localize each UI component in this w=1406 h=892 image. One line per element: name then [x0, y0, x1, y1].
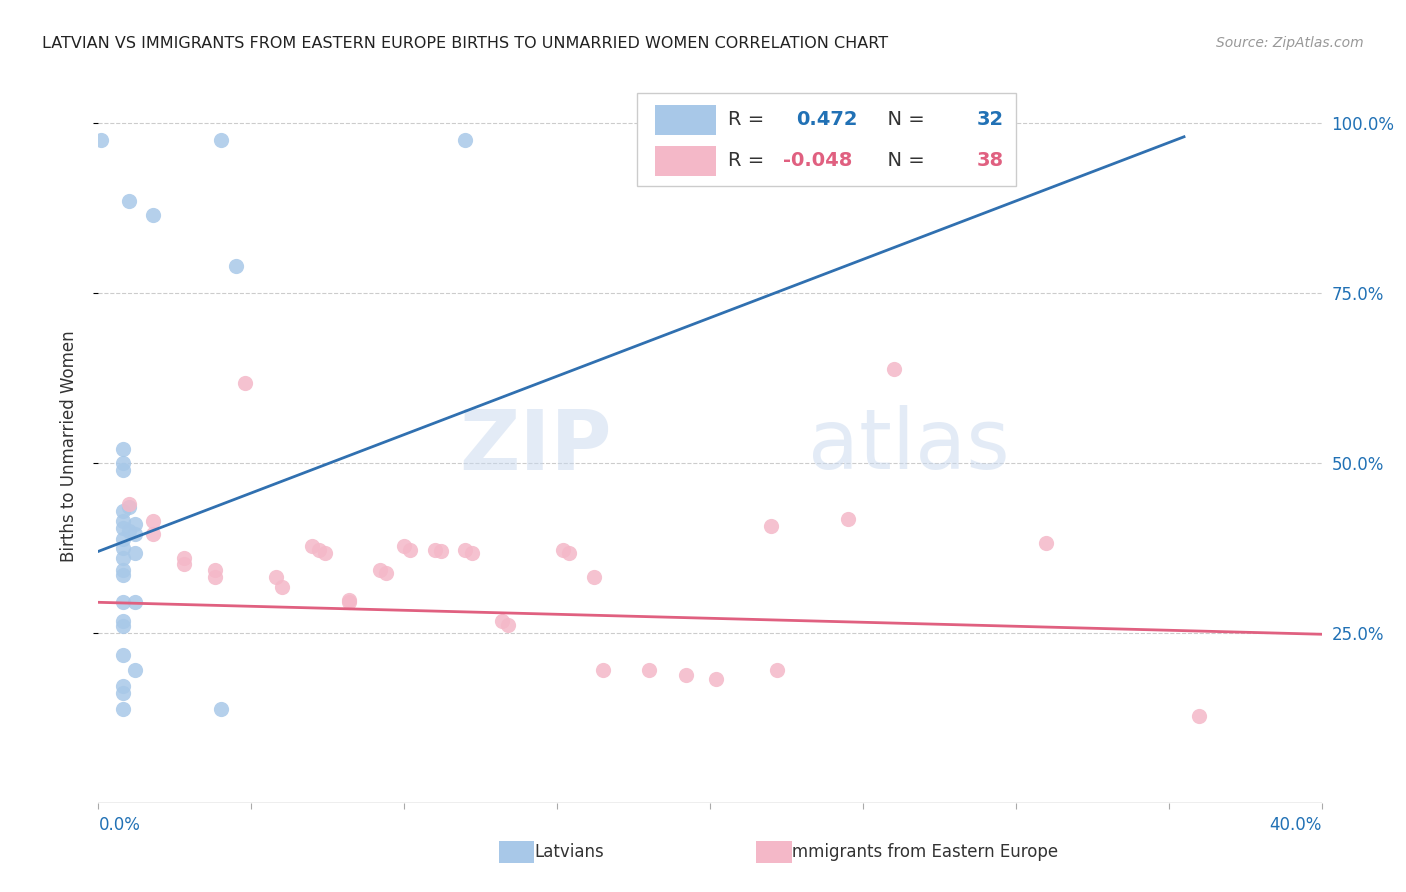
Point [111, 614, 134, 628]
Point [142, 514, 165, 528]
Point [124, 663, 146, 677]
Text: ZIP: ZIP [460, 406, 612, 486]
Point [111, 503, 134, 517]
Point [90, 133, 112, 147]
Point [423, 543, 446, 558]
Point [675, 668, 697, 682]
Point [173, 551, 195, 566]
Point [124, 595, 146, 609]
Point [374, 566, 396, 580]
Point [111, 463, 134, 477]
Text: 40.0%: 40.0% [1270, 816, 1322, 834]
Point [204, 563, 226, 577]
Point [308, 543, 330, 558]
Point [173, 557, 195, 571]
Point [111, 442, 134, 457]
Point [142, 208, 165, 222]
Text: N =: N = [875, 151, 931, 170]
Point [883, 362, 905, 376]
Text: 32: 32 [977, 111, 1004, 129]
Text: Source: ZipAtlas.com: Source: ZipAtlas.com [1216, 36, 1364, 50]
Text: Immigrants from Eastern Europe: Immigrants from Eastern Europe [787, 843, 1059, 861]
Point [118, 500, 141, 515]
Point [496, 617, 519, 632]
Point [111, 619, 134, 633]
Point [118, 497, 141, 511]
Point [314, 546, 336, 560]
Point [111, 514, 134, 528]
Point [301, 539, 323, 553]
Point [142, 527, 165, 541]
Point [491, 614, 513, 628]
Y-axis label: Births to Unmarried Women: Births to Unmarried Women [59, 330, 77, 562]
Point [558, 546, 581, 560]
Point [553, 543, 575, 558]
Text: 0.472: 0.472 [796, 111, 858, 129]
Point [111, 648, 134, 662]
Point [460, 546, 482, 560]
Point [111, 563, 134, 577]
Point [337, 595, 360, 609]
Point [582, 570, 605, 584]
Point [111, 520, 134, 534]
Point [264, 570, 287, 584]
Point [454, 543, 477, 558]
Point [704, 672, 727, 686]
Point [454, 133, 477, 147]
Point [430, 544, 453, 558]
Point [111, 568, 134, 582]
Point [124, 527, 146, 541]
Text: 38: 38 [977, 151, 1004, 170]
Point [111, 532, 134, 546]
Text: atlas: atlas [808, 406, 1010, 486]
Point [118, 194, 141, 209]
Point [118, 524, 141, 538]
Point [399, 543, 422, 558]
Point [337, 593, 360, 607]
Text: LATVIAN VS IMMIGRANTS FROM EASTERN EUROPE BIRTHS TO UNMARRIED WOMEN CORRELATION : LATVIAN VS IMMIGRANTS FROM EASTERN EUROP… [42, 36, 889, 51]
Text: R =: R = [728, 151, 770, 170]
Point [637, 663, 661, 677]
Point [111, 595, 134, 609]
Point [124, 546, 146, 560]
Point [592, 663, 614, 677]
Text: R =: R = [728, 111, 778, 129]
Point [111, 551, 134, 566]
FancyBboxPatch shape [655, 105, 716, 135]
Point [837, 512, 859, 526]
Point [111, 679, 134, 693]
Point [392, 539, 416, 553]
Point [111, 456, 134, 470]
Point [111, 541, 134, 555]
Point [1188, 708, 1211, 723]
FancyBboxPatch shape [655, 145, 716, 176]
Point [1035, 536, 1057, 550]
Point [759, 518, 782, 533]
FancyBboxPatch shape [637, 93, 1015, 186]
Point [111, 702, 134, 716]
Point [368, 563, 391, 577]
Point [209, 133, 232, 147]
Point [124, 517, 146, 532]
Point [204, 570, 226, 584]
Text: N =: N = [875, 111, 931, 129]
Point [766, 663, 789, 677]
Point [270, 580, 292, 594]
Text: Latvians: Latvians [534, 843, 605, 861]
Text: 0.0%: 0.0% [98, 816, 141, 834]
Text: -0.048: -0.048 [783, 151, 853, 170]
Point [209, 702, 232, 716]
Point [225, 259, 247, 273]
Point [111, 686, 134, 700]
Point [233, 376, 256, 390]
